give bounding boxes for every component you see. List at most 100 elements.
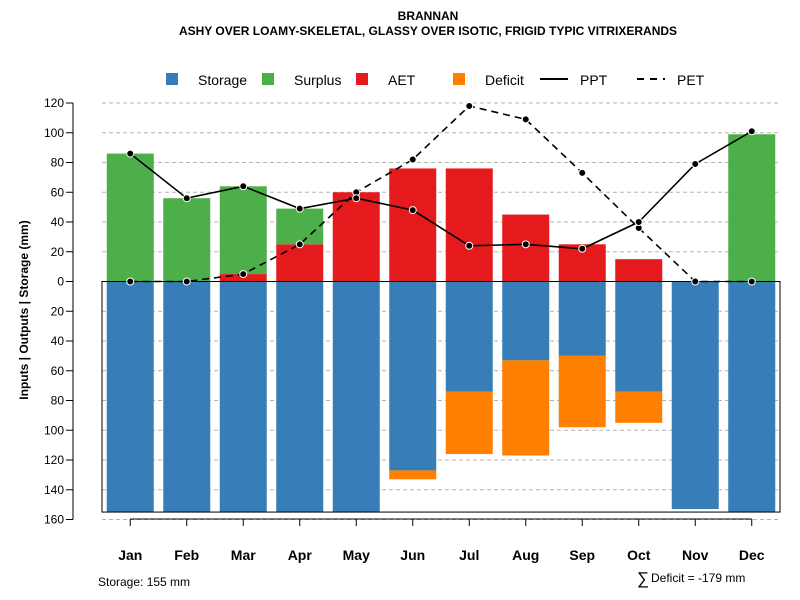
ppt-point-Oct [634, 218, 643, 226]
pet-line [130, 105, 752, 283]
ppt-point-Jul [465, 241, 474, 250]
y-tick-0: 0 [57, 275, 64, 289]
x-tick-Sep: Sep [569, 547, 595, 563]
storage-footer: Storage: 155 mm [98, 575, 190, 589]
x-tick-Mar: Mar [231, 547, 256, 563]
pet-point-Dec [747, 277, 756, 286]
chart-title: BRANNAN [398, 9, 459, 23]
ppt-point-Apr [295, 204, 304, 213]
pet-point-Nov [691, 277, 700, 286]
bar-deficit-Sep [558, 355, 606, 428]
bar-storage-Feb [163, 281, 211, 513]
x-tick-Feb: Feb [174, 547, 199, 563]
legend-label-ppt: PPT [580, 72, 608, 88]
legend-label-surplus: Surplus [294, 72, 341, 88]
pet-point-Apr [295, 240, 304, 249]
x-tick-Dec: Dec [739, 547, 765, 563]
bar-storage-Jan [106, 281, 154, 513]
ppt-point-Jun [408, 206, 417, 215]
bar-storage-Jul [445, 281, 493, 392]
bars [101, 134, 781, 513]
y-tick-120: 120 [44, 96, 64, 110]
bar-storage-Nov [671, 281, 719, 510]
bar-storage-Oct [615, 281, 663, 392]
series-lines [126, 101, 756, 286]
legend-label-deficit: Deficit [485, 72, 524, 88]
ppt-line [129, 130, 753, 250]
legend: Storage Surplus AET Deficit PPT PET [166, 72, 705, 88]
y-tick-60: 60 [51, 185, 65, 199]
bar-deficit-Jun [389, 470, 437, 480]
x-tick-Oct: Oct [627, 547, 651, 563]
legend-swatch-aet [356, 73, 368, 85]
x-tick-Aug: Aug [512, 547, 539, 563]
bar-surplus-Apr [276, 208, 324, 245]
bar-storage-May [332, 281, 380, 513]
pet-point-Jun [408, 155, 417, 164]
y-axis-label: Inputs | Outputs | Storage (mm) [17, 220, 31, 399]
x-tick-Nov: Nov [682, 547, 709, 563]
bar-deficit-Aug [502, 360, 550, 456]
bar-deficit-Jul [445, 391, 493, 455]
bar-storage-Jun [389, 281, 437, 471]
y-tick-neg-40: 40 [51, 334, 65, 348]
storage-capacity-box [101, 281, 781, 513]
bar-storage-Sep [558, 281, 606, 356]
x-tick-Jul: Jul [459, 547, 479, 563]
bar-storage-Aug [502, 281, 550, 361]
deficit-footer: Deficit = -179 mm [651, 571, 745, 585]
y-tick-neg-140: 140 [44, 483, 64, 497]
bar-surplus-Mar [219, 186, 267, 275]
pet-point-Jan [126, 277, 135, 286]
bar-storage-Apr [276, 281, 324, 513]
y-tick-neg-20: 20 [51, 304, 65, 318]
bar-aet-Apr [276, 244, 324, 282]
bar-aet-Jul [445, 168, 493, 282]
legend-swatch-deficit [453, 73, 465, 85]
y-tick-neg-160: 160 [44, 513, 64, 527]
ppt-point-Feb [182, 194, 191, 203]
bar-aet-Oct [615, 259, 663, 282]
pet-point-Feb [182, 277, 191, 286]
ppt-point-Dec [747, 127, 756, 136]
sum-symbol: ∑ [637, 569, 649, 588]
pet-point-Mar [239, 270, 248, 279]
ppt-point-Sep [578, 244, 587, 253]
y-tick-100: 100 [44, 126, 64, 140]
pet-point-Sep [578, 168, 587, 177]
pet-point-Aug [521, 115, 530, 124]
legend-label-aet: AET [388, 72, 416, 88]
x-tick-Apr: Apr [288, 547, 313, 563]
x-tick-Jan: Jan [118, 547, 142, 563]
x-tick-Jun: Jun [400, 547, 425, 563]
bar-surplus-Dec [728, 134, 776, 282]
axes: 120 100 80 60 40 20 0 20 40 60 80 100 120 140 160 Jan Fe… [44, 96, 765, 563]
legend-swatch-surplus [262, 73, 274, 85]
bar-aet-May [332, 192, 380, 282]
y-tick-neg-120: 120 [44, 453, 64, 467]
legend-label-pet: PET [677, 72, 705, 88]
bar-storage-Dec [728, 281, 776, 513]
ppt-point-Jan [126, 149, 135, 158]
legend-swatch-storage [166, 73, 178, 85]
ppt-point-Nov [691, 159, 700, 168]
y-tick-neg-80: 80 [51, 394, 65, 408]
chart-subtitle: ASHY OVER LOAMY-SKELETAL, GLASSY OVER IS… [179, 24, 677, 38]
y-tick-80: 80 [51, 156, 65, 170]
y-tick-neg-100: 100 [44, 423, 64, 437]
bar-storage-Mar [219, 281, 267, 513]
bar-deficit-Oct [615, 391, 663, 423]
bar-aet-Jun [389, 168, 437, 282]
legend-label-storage: Storage [198, 72, 247, 88]
ppt-point-Aug [521, 240, 530, 249]
ppt-point-Mar [239, 182, 248, 191]
bar-surplus-Jan [106, 153, 154, 282]
ppt-point-May [352, 194, 361, 203]
bar-surplus-Feb [163, 198, 211, 282]
y-tick-40: 40 [51, 215, 65, 229]
y-tick-20: 20 [51, 245, 65, 259]
pet-point-Jul [465, 101, 474, 110]
x-tick-May: May [343, 547, 370, 563]
y-tick-neg-60: 60 [51, 364, 65, 378]
